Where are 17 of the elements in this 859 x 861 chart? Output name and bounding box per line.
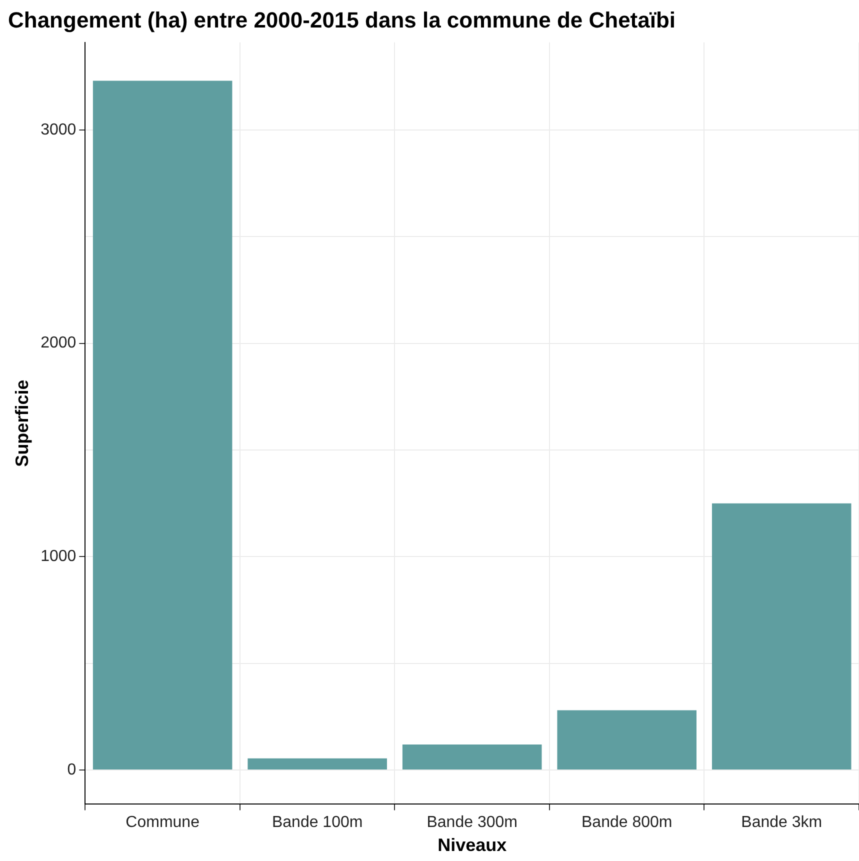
- bar: [402, 744, 542, 770]
- bar: [557, 710, 696, 770]
- x-tick-label: Bande 100m: [272, 814, 363, 832]
- y-tick-label: 1000: [40, 548, 76, 566]
- x-tick-label: Commune: [126, 814, 200, 832]
- y-tick-label: 3000: [40, 121, 76, 138]
- bar: [248, 758, 387, 770]
- x-tick-label: Bande 300m: [426, 814, 518, 832]
- bar: [712, 503, 852, 770]
- bar: [92, 80, 232, 770]
- x-axis-title: Niveaux: [438, 835, 507, 856]
- y-axis-title: Superficie: [12, 380, 32, 467]
- y-tick-label: 2000: [40, 334, 76, 352]
- x-tick-label: Bande 800m: [581, 814, 672, 832]
- y-tick-label: 0: [67, 761, 76, 778]
- chart-title: Changement (ha) entre 2000-2015 dans la commune de Chetaïbi: [8, 7, 676, 32]
- x-tick-label: Bande 3km: [741, 814, 822, 832]
